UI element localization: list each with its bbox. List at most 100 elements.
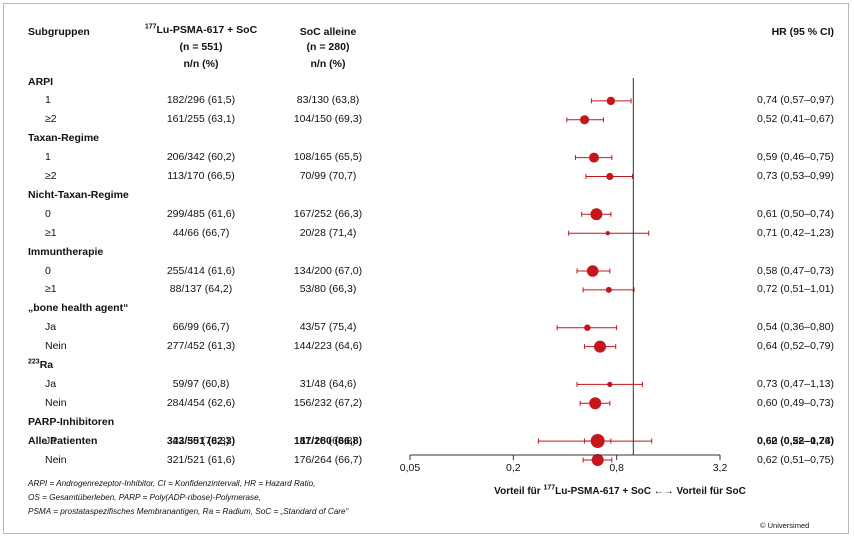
x-tick-label-0: 0,05 (399, 462, 421, 474)
row-2-1-hr-text: 0,71 (0,42–1,23) (756, 226, 834, 239)
row-4-1-label: Nein (45, 340, 67, 353)
x-axis-label: Vorteil für 177Lu-PSMA-617 + SoC ←→ Vort… (494, 484, 746, 497)
header-soc-unit: n/n (%) (310, 58, 346, 70)
group-title-4: „bone health agent“ (28, 302, 129, 315)
copyright: © Universimed (760, 521, 810, 530)
group-title-6: PARP-Inhibitoren (28, 415, 115, 428)
row-4-0-hr-point (584, 324, 591, 331)
row-3-0-label: 0 (45, 264, 51, 277)
row-3-0-lu-value: 255/414 (61,6) (166, 264, 236, 277)
header-soc-title: SoC alleine (299, 26, 357, 38)
row-2-0-soc-value: 167/252 (66,3) (293, 207, 363, 220)
row-1-1-soc-value: 70/99 (70,7) (299, 170, 357, 182)
row-1-1-hr-point (606, 172, 614, 181)
row-2-1-label: ≥1 (45, 226, 57, 239)
row-0-0-hr-point (606, 96, 616, 106)
row-3-0-hr-point (586, 265, 599, 277)
footnote-2: OS = Gesamtüberleben, PARP = Poly(ADP-ri… (28, 493, 261, 502)
row-5-0-hr-point (607, 381, 613, 387)
row-5-0-lu-value: 59/97 (60,8) (172, 377, 230, 390)
row-5-0-label: Ja (45, 377, 57, 390)
row-4-1-hr-text: 0,64 (0,52–0,79) (756, 340, 834, 353)
row-overall-hr-text: 0,62 (0,52–0,74) (756, 434, 834, 447)
row-5-1-soc-value: 156/232 (67,2) (293, 396, 363, 409)
row-6-1-lu-value: 321/521 (61,6) (166, 453, 236, 466)
row-2-1-hr-point (605, 231, 610, 236)
row-1-0-soc-value: 108/165 (65,5) (293, 151, 363, 164)
header-subgroups: Subgruppen (28, 26, 90, 38)
row-6-1-label: Nein (45, 453, 67, 466)
header-lu-n: (n = 551) (179, 41, 223, 53)
row-4-1-hr-point (594, 340, 607, 353)
row-3-0-soc-value: 134/200 (67,0) (293, 264, 363, 277)
row-overall-hr-point (590, 434, 605, 448)
row-5-0-hr-text: 0,73 (0,47–1,13) (756, 377, 834, 390)
row-6-1-hr-text: 0,62 (0,51–0,75) (756, 453, 834, 466)
x-tick-label-3: 3,2 (712, 462, 728, 474)
row-0-1-soc-value: 104/150 (69,3) (293, 113, 363, 126)
x-tick-label-2: 0,8 (609, 462, 624, 474)
row-6-1-hr-point (591, 454, 604, 466)
row-2-0-label: 0 (45, 207, 51, 220)
row-4-1-soc-value: 144/223 (64,6) (293, 340, 363, 353)
group-title-3: Immuntherapie (28, 245, 104, 258)
row-0-0-label: 1 (45, 94, 51, 107)
row-0-1-label: ≥2 (45, 113, 57, 126)
row-2-0-lu-value: 299/485 (61,6) (166, 207, 236, 220)
group-title-0: ARPI (28, 75, 54, 88)
row-1-1-hr-text: 0,73 (0,53–0,99) (756, 170, 834, 182)
row-1-0-lu-value: 206/342 (60,2) (166, 151, 236, 164)
row-0-1-hr-point (579, 115, 590, 125)
row-3-1-hr-point (605, 286, 612, 293)
row-5-1-hr-point (589, 397, 602, 410)
header-lu-title: 177Lu-PSMA-617 + SoC (144, 23, 258, 37)
row-2-1-lu-value: 44/66 (66,7) (172, 226, 230, 239)
row-1-0-hr-point (588, 152, 599, 163)
row-2-0-hr-text: 0,61 (0,50–0,74) (756, 207, 834, 220)
row-0-0-soc-value: 83/130 (63,8) (296, 94, 360, 107)
row-0-0-lu-value: 182/296 (61,5) (166, 94, 236, 107)
row-6-0-hr-text: 0,60 (0,28–1,28) (756, 434, 834, 447)
row-3-1-label: ≥1 (45, 283, 57, 296)
header-lu-unit: n/n (%) (183, 58, 219, 70)
row-2-0-hr-point (590, 208, 603, 221)
row-overall-lu-value: 343/551 (62,3) (166, 434, 236, 447)
row-overall-label: Alle Patienten (28, 434, 98, 447)
figure-frame (3, 3, 849, 534)
row-3-1-lu-value: 88/137 (64,2) (169, 283, 233, 296)
row-3-0-hr-text: 0,58 (0,47–0,73) (756, 264, 834, 277)
row-4-0-hr-text: 0,54 (0,36–0,80) (756, 321, 834, 334)
row-1-1-lu-value: 113/170 (66,5) (167, 170, 235, 182)
row-6-1-soc-value: 176/264 (66,7) (293, 453, 363, 466)
footnote-3: PSMA = prostataspezifisches Membranantig… (28, 507, 349, 516)
row-1-0-label: 1 (45, 151, 51, 164)
group-title-2: Nicht-Taxan-Regime (28, 188, 129, 201)
footnote-1: ARPI = Androgenrezeptor-Inhibitor, CI = … (28, 479, 316, 488)
row-1-0-hr-text: 0,59 (0,46–0,75) (756, 151, 834, 164)
row-1-1-label: ≥2 (45, 170, 57, 182)
row-4-1-lu-value: 277/452 (61,3) (166, 340, 236, 353)
row-5-1-label: Nein (45, 396, 67, 409)
header-hr: HR (95 % CI) (771, 26, 834, 38)
row-5-1-hr-text: 0,60 (0,49–0,73) (756, 396, 834, 409)
row-6-0-soc-value: 11/16 (68,8) (300, 434, 356, 447)
row-2-1-soc-value: 20/28 (71,4) (299, 226, 357, 239)
row-5-1-lu-value: 284/454 (62,6) (166, 396, 236, 409)
group-title-5: 223Ra (28, 358, 54, 372)
row-0-1-hr-text: 0,52 (0,41–0,67) (756, 113, 834, 126)
x-tick-label-1: 0,2 (506, 462, 521, 474)
row-5-0-soc-value: 31/48 (64,6) (299, 377, 357, 390)
row-4-0-lu-value: 66/99 (66,7) (172, 321, 230, 334)
row-overall-soc-value: 187/280 (66,8) (293, 434, 363, 447)
header-soc-n: (n = 280) (306, 41, 350, 53)
row-6-0-lu-value: 22/30 (73,3) (172, 434, 230, 447)
row-0-1-lu-value: 161/255 (63,1) (166, 113, 236, 126)
row-3-1-hr-text: 0,72 (0,51–1,01) (756, 283, 834, 296)
row-4-0-soc-value: 43/57 (75,4) (299, 321, 357, 334)
row-4-0-label: Ja (45, 321, 57, 334)
row-0-0-hr-text: 0,74 (0,57–0,97) (756, 94, 834, 107)
group-title-1: Taxan-Regime (28, 132, 99, 145)
row-6-0-label: Ja (45, 434, 57, 447)
row-3-1-soc-value: 53/80 (66,3) (299, 283, 357, 296)
